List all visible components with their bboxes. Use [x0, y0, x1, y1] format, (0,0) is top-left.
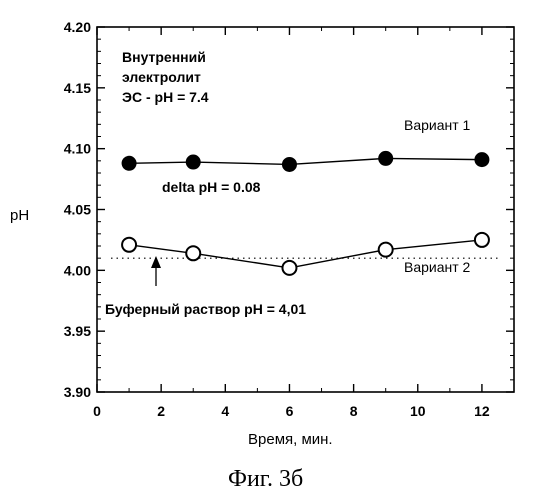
electrolyte-label-line3: ЭС - pH = 7.4 [122, 89, 209, 105]
series-1-label: Вариант 1 [404, 117, 471, 133]
x-tick-label: 6 [286, 403, 294, 419]
x-tick-label: 4 [221, 403, 229, 419]
series-1-point [475, 153, 489, 167]
y-tick-label: 4.20 [64, 19, 91, 35]
buffer-arrow [151, 256, 161, 286]
x-tick-label: 2 [157, 403, 165, 419]
series-2-point [122, 238, 136, 252]
electrolyte-label-line2: электролит [122, 69, 201, 85]
series-1-point [122, 156, 136, 170]
series-group [122, 151, 489, 275]
y-tick-label: 3.95 [64, 323, 91, 339]
buffer-label: Буферный раствор pH = 4,01 [105, 301, 306, 317]
y-tick-label: 4.00 [64, 262, 91, 278]
series-2-point [282, 261, 296, 275]
x-tick-label: 0 [93, 403, 101, 419]
x-tick-label: 12 [474, 403, 490, 419]
x-axis-title: Время, мин. [248, 431, 333, 448]
y-tick-label: 4.10 [64, 141, 91, 157]
series-2-point [186, 246, 200, 260]
y-tick-label: 4.05 [64, 202, 91, 218]
y-tick-label: 3.90 [64, 384, 91, 400]
figure-caption: Фиг. 3б [228, 466, 303, 492]
series-1-point [379, 151, 393, 165]
y-tick-label: 4.15 [64, 80, 91, 96]
electrolyte-label-line1: Внутренний [122, 49, 206, 65]
x-tick-label: 10 [410, 403, 426, 419]
series-2-point [475, 233, 489, 247]
x-tick-label: 8 [350, 403, 358, 419]
series-1-point [186, 155, 200, 169]
series-2-label: Вариант 2 [404, 259, 471, 275]
series-2-point [379, 243, 393, 257]
y-axis-title: pH [10, 207, 29, 224]
series-1-point [282, 157, 296, 171]
series-1-line [129, 158, 482, 164]
delta-ph-label: delta pH = 0.08 [162, 179, 261, 195]
